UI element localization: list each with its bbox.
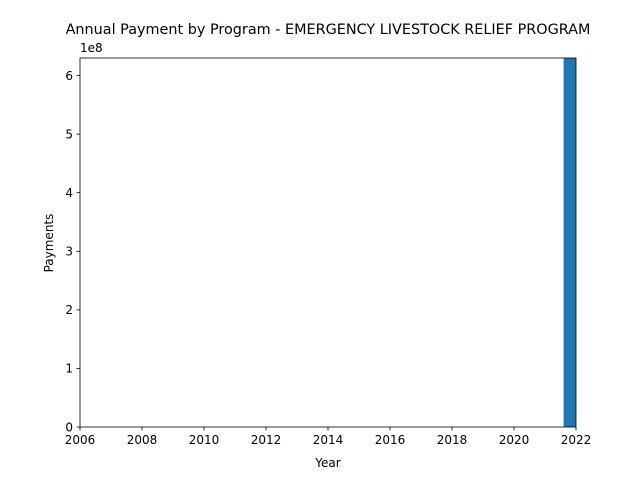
x-axis: 2006 2008 2010 2012 2014 2016 2018 2020 2022 — [65, 427, 592, 447]
y-tick-label: 4 — [65, 186, 73, 200]
x-tick-label: 2014 — [313, 433, 344, 447]
y-tick-label: 5 — [65, 127, 73, 141]
x-tick-label: 2018 — [437, 433, 468, 447]
y-tick-label: 3 — [65, 245, 73, 259]
y-offset-label: 1e8 — [80, 41, 103, 55]
x-tick-label: 2012 — [251, 433, 282, 447]
x-tick-label: 2006 — [65, 433, 96, 447]
y-tick-label: 0 — [65, 420, 73, 434]
y-axis-label: Payments — [42, 214, 56, 273]
y-tick-label: 6 — [65, 69, 73, 83]
x-axis-label: Year — [314, 456, 340, 470]
x-tick-label: 2016 — [375, 433, 406, 447]
y-tick-label: 1 — [65, 362, 73, 376]
bars-layer — [563, 58, 576, 427]
x-tick-label: 2020 — [499, 433, 530, 447]
x-tick-label: 2022 — [561, 433, 592, 447]
plot-area — [80, 58, 576, 427]
y-axis: 0 1 2 3 4 5 6 — [65, 69, 80, 434]
y-tick-label: 2 — [65, 303, 73, 317]
bar-2022 — [563, 58, 576, 427]
x-tick-label: 2008 — [127, 433, 158, 447]
x-tick-label: 2010 — [189, 433, 220, 447]
chart-title: Annual Payment by Program - EMERGENCY LI… — [66, 22, 591, 38]
